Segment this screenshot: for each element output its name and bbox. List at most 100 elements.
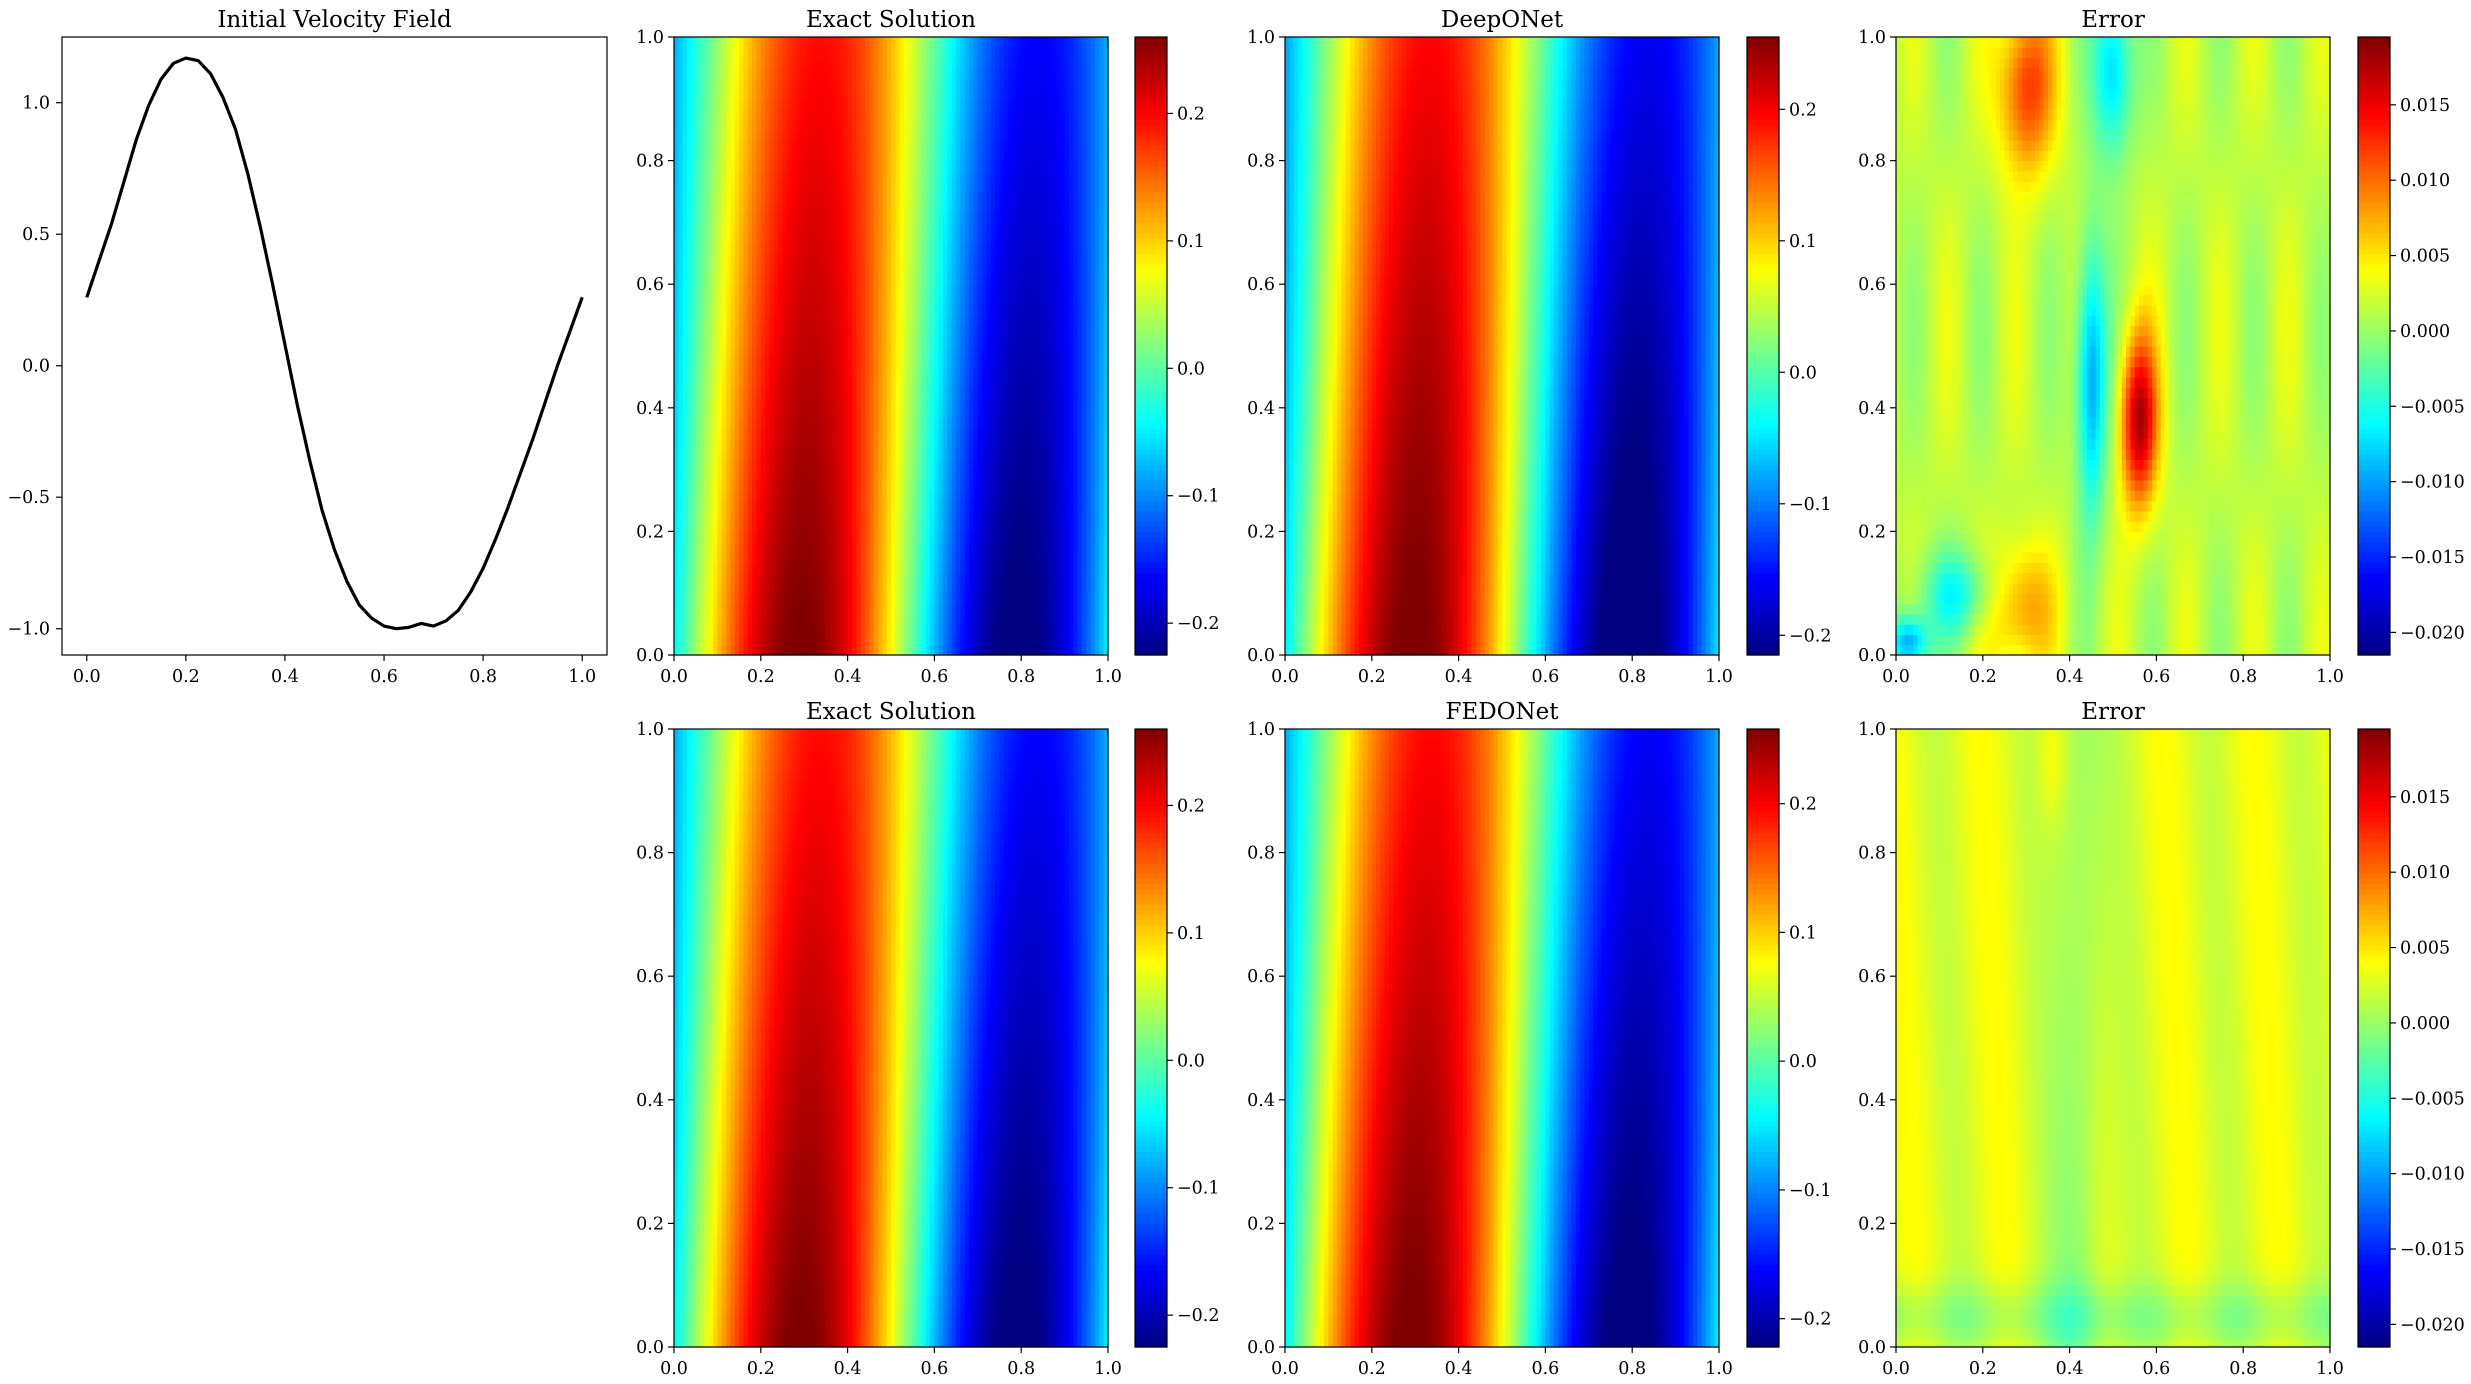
heatmap-cell — [708, 273, 714, 285]
heatmap-cell — [691, 438, 697, 450]
heatmap-cell — [969, 449, 975, 460]
heatmap-cell — [851, 232, 857, 244]
heatmap-cell — [973, 387, 979, 399]
heatmap-cell — [869, 510, 875, 522]
heatmap-cell — [695, 170, 701, 182]
heatmap-cell — [1090, 644, 1096, 656]
heatmap-cell — [1016, 407, 1022, 419]
heatmap-cell — [908, 397, 914, 409]
heatmap-cell — [769, 624, 775, 635]
heatmap-cell — [864, 284, 870, 296]
heatmap-cell — [869, 552, 875, 563]
heatmap-cell — [995, 428, 1001, 440]
heatmap-cell — [760, 449, 766, 460]
heatmap-cell — [1103, 418, 1109, 429]
heatmap-cell — [708, 613, 714, 625]
heatmap-cell — [995, 603, 1001, 615]
heatmap-cell — [877, 325, 883, 337]
heatmap-cell — [678, 160, 684, 172]
heatmap-cell — [804, 603, 810, 615]
y-tick-label: −1.0 — [8, 620, 51, 640]
heatmap-cell — [956, 243, 962, 254]
heatmap-cell — [752, 366, 758, 378]
heatmap-cell — [917, 624, 922, 635]
heatmap-cell — [682, 438, 688, 450]
heatmap-cell — [1021, 407, 1027, 419]
heatmap-cell — [730, 201, 736, 213]
heatmap-cell — [721, 273, 727, 285]
heatmap-cell — [760, 201, 766, 213]
heatmap-cell — [1064, 552, 1070, 563]
heatmap-cell — [1038, 634, 1044, 646]
heatmap-cell — [895, 376, 901, 388]
heatmap-cell — [791, 325, 797, 337]
heatmap-cell — [708, 263, 714, 275]
heatmap-cell — [804, 356, 810, 368]
heatmap-cell — [1068, 397, 1074, 409]
heatmap-cell — [925, 572, 931, 584]
heatmap-cell — [1025, 418, 1031, 429]
heatmap-cell — [873, 181, 879, 193]
heatmap-cell — [700, 294, 705, 306]
heatmap-cell — [682, 407, 688, 419]
heatmap-cell — [778, 469, 784, 481]
heatmap-cell — [773, 510, 779, 522]
heatmap-cell — [1047, 232, 1053, 244]
heatmap-cell — [691, 294, 697, 306]
heatmap-cell — [899, 562, 905, 574]
heatmap-cell — [964, 449, 970, 460]
heatmap-cell — [843, 346, 849, 357]
heatmap-cell — [769, 160, 775, 172]
heatmap-cell — [1008, 170, 1014, 182]
heatmap-cell — [891, 552, 896, 563]
heatmap-cell — [951, 449, 957, 460]
heatmap-cell — [982, 510, 988, 522]
heatmap-cell — [838, 222, 844, 234]
heatmap-cell — [982, 397, 988, 409]
heatmap-cell — [951, 201, 957, 213]
heatmap-cell — [786, 181, 792, 193]
heatmap-cell — [678, 634, 684, 646]
heatmap-cell — [786, 562, 792, 574]
heatmap-cell — [1064, 366, 1070, 378]
heatmap-cell — [747, 325, 753, 337]
heatmap-cell — [821, 397, 827, 409]
heatmap-cell — [838, 510, 844, 522]
heatmap-cell — [977, 407, 983, 419]
heatmap-cell — [799, 356, 805, 368]
heatmap-cell — [834, 315, 840, 326]
heatmap-cell — [799, 449, 805, 460]
heatmap-cell — [973, 376, 979, 388]
heatmap-cell — [1025, 510, 1031, 522]
heatmap-cell — [1099, 304, 1105, 316]
heatmap-cell — [969, 140, 975, 151]
heatmap-cell — [1103, 294, 1109, 306]
heatmap-cell — [1103, 263, 1109, 275]
heatmap-cell — [891, 304, 896, 316]
heatmap-cell — [1068, 315, 1074, 326]
heatmap-cell — [860, 479, 866, 491]
heatmap-cell — [708, 201, 714, 213]
heatmap-cell — [765, 634, 771, 646]
heatmap-cell — [717, 201, 723, 213]
heatmap-cell — [1099, 181, 1105, 193]
heatmap-cell — [804, 263, 810, 275]
heatmap-cell — [786, 263, 792, 275]
heatmap-cell — [860, 624, 866, 635]
heatmap-cell — [1081, 541, 1087, 553]
heatmap-cell — [730, 634, 736, 646]
heatmap-cell — [821, 222, 827, 234]
heatmap-cell — [1064, 479, 1070, 491]
heatmap-cell — [765, 191, 771, 203]
heatmap-cell — [904, 438, 909, 450]
heatmap-cell — [960, 243, 966, 254]
heatmap-cell — [674, 140, 679, 151]
heatmap-cell — [990, 335, 996, 347]
heatmap-cell — [825, 582, 831, 594]
heatmap-cell — [1064, 243, 1070, 254]
heatmap-cell — [864, 232, 870, 244]
heatmap-cell — [717, 407, 723, 419]
heatmap-cell — [769, 613, 775, 625]
heatmap-cell — [821, 294, 827, 306]
heatmap-cell — [752, 160, 758, 172]
